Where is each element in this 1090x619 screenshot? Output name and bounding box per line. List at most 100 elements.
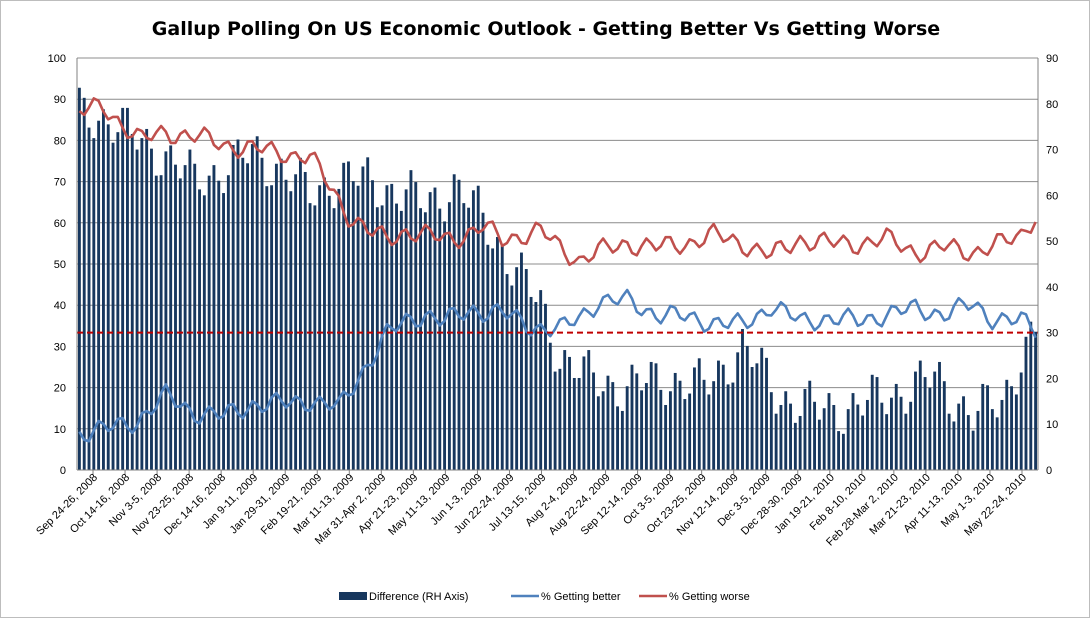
left-tick-label: 70: [54, 177, 66, 189]
bar-difference: [601, 391, 605, 470]
bar-difference: [126, 107, 129, 471]
bar-difference: [995, 417, 999, 470]
right-tick-label: 50: [1046, 236, 1058, 248]
bar-difference: [702, 379, 706, 470]
series-lines: [78, 97, 1037, 443]
bar-difference: [495, 236, 499, 470]
right-tick-label: 20: [1046, 373, 1058, 385]
difference-bars: [77, 87, 1038, 471]
bar-difference: [246, 163, 250, 471]
bar-difference: [832, 404, 836, 470]
bar-difference: [899, 396, 903, 470]
bar-difference: [361, 166, 365, 470]
bar-difference: [1034, 331, 1038, 470]
bar-difference: [640, 390, 644, 470]
bar-difference: [524, 269, 528, 470]
bar-difference: [164, 151, 168, 471]
bar-difference: [938, 361, 941, 470]
legend-label: % Getting better: [541, 591, 621, 603]
bar-difference: [731, 382, 735, 470]
bar-difference: [270, 185, 274, 471]
bar-difference: [178, 178, 182, 470]
right-tick-label: 0: [1046, 465, 1052, 477]
bar-difference: [520, 252, 523, 470]
bar-difference: [611, 382, 615, 470]
bar-difference: [750, 367, 754, 470]
legend-label: % Getting worse: [669, 591, 750, 603]
bar-difference: [548, 342, 552, 470]
bar-difference: [606, 375, 610, 470]
left-tick-label: 20: [54, 383, 66, 395]
left-tick-label: 80: [54, 135, 66, 147]
bar-difference: [885, 414, 889, 470]
bar-difference: [572, 377, 576, 470]
bar-difference: [928, 387, 932, 470]
bar-difference: [726, 384, 730, 470]
bar-difference: [169, 145, 173, 471]
bar-difference: [145, 128, 149, 470]
bar-difference: [971, 430, 975, 470]
bar-difference: [87, 127, 91, 471]
bar-difference: [289, 191, 293, 471]
bar-difference: [923, 377, 927, 470]
bar-difference: [159, 175, 163, 471]
bar-difference: [539, 290, 543, 470]
bar-difference: [841, 433, 845, 470]
bar-difference: [707, 394, 711, 470]
bar-difference: [438, 208, 442, 470]
bar-difference: [510, 285, 514, 470]
bar-difference: [875, 377, 879, 470]
bar-difference: [616, 406, 620, 470]
bar-difference: [712, 381, 716, 470]
bar-difference: [303, 171, 307, 470]
bar-difference: [375, 207, 379, 471]
bar-difference: [981, 383, 985, 470]
bar-difference: [82, 97, 86, 471]
bar-difference: [529, 296, 533, 470]
bar-difference: [962, 396, 965, 470]
bar-difference: [284, 179, 288, 470]
bar-difference: [741, 329, 744, 470]
bar-difference: [976, 410, 980, 470]
chart-title: Gallup Polling On US Economic Outlook - …: [152, 18, 940, 40]
bar-difference: [491, 248, 495, 470]
bar-difference: [808, 380, 812, 470]
bar-difference: [347, 161, 350, 471]
bar-difference: [462, 203, 466, 471]
bar-difference: [236, 139, 240, 471]
bar-difference: [250, 144, 254, 470]
bar-difference: [990, 409, 994, 470]
bar-difference: [433, 187, 437, 470]
bar-difference: [673, 372, 677, 470]
bar-difference: [385, 185, 389, 471]
bar-difference: [803, 388, 807, 470]
bar-difference: [111, 142, 115, 470]
bar-difference: [563, 350, 567, 470]
bar-difference: [668, 391, 672, 470]
bar-difference: [846, 409, 850, 470]
bar-difference: [625, 386, 629, 470]
x-tick-label: Feb 8-10, 2010: [808, 472, 869, 533]
bar-difference: [664, 404, 668, 470]
bar-difference: [659, 389, 663, 470]
bar-difference: [745, 345, 749, 470]
bar-difference: [106, 124, 110, 470]
right-tick-label: 80: [1046, 99, 1058, 111]
right-tick-label: 30: [1046, 328, 1058, 340]
bar-difference: [212, 165, 216, 470]
left-tick-label: 90: [54, 94, 66, 106]
x-tick-label: Jul 13-15, 2009: [486, 472, 548, 534]
bar-difference: [779, 404, 783, 470]
bar-difference: [313, 205, 317, 470]
bar-difference: [371, 180, 374, 470]
bar-difference: [332, 208, 336, 470]
bar-difference: [279, 158, 283, 470]
bar-difference: [447, 202, 451, 470]
bar-difference: [476, 185, 480, 470]
bar-difference: [558, 368, 562, 470]
right-tick-label: 60: [1046, 190, 1058, 202]
left-tick-label: 0: [60, 465, 66, 477]
bar-difference: [260, 157, 264, 470]
bar-difference: [481, 212, 485, 470]
